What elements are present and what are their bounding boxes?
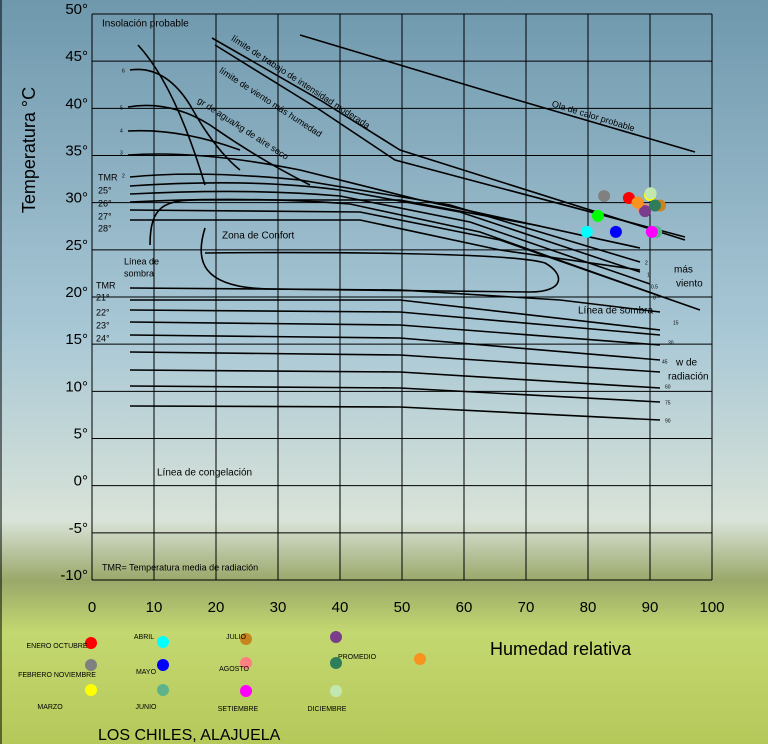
x-tick-label: 100 [699,599,724,616]
legend-label: MARZO [37,704,63,711]
x-tick-label: 90 [642,599,659,616]
annotation: Línea de congelación [157,468,252,479]
annotation: Línea de [124,256,159,266]
annotation: 26° [98,198,112,208]
y-tick-label: 40° [65,95,88,112]
annotation: 90 [665,418,671,424]
annotation: TMR [98,172,118,182]
legend-swatch [85,659,97,671]
x-tick-label: 50 [394,599,411,616]
y-tick-label: 35° [65,142,88,159]
legend-swatch [157,636,169,648]
annotation: 6 [122,68,125,74]
annotation: 30 [668,340,674,346]
subtitle: LOS CHILES, ALAJUELA [98,727,281,744]
legend-swatch [85,637,97,649]
y-tick-label: 25° [65,237,88,254]
annotation: 5 [120,105,123,111]
legend-label: PROMEDIO [338,654,377,661]
x-tick-label: 60 [456,599,473,616]
legend-swatch [414,653,426,665]
legend-swatch [157,659,169,671]
annotation: TMR= Temperatura media de radiación [102,562,258,572]
annotation: 4 [120,128,123,134]
annotation: w de [675,358,698,369]
legend-label: JUNIO [136,704,158,711]
annotation: 60 [665,384,671,390]
x-tick-label: 0 [88,599,96,616]
x-tick-label: 30 [270,599,287,616]
annotation: 75 [665,400,671,406]
annotation: 24° [96,333,110,343]
legend-swatch [330,631,342,643]
y-tick-label: 50° [65,1,88,18]
legend-label: AGOSTO [219,666,249,673]
x-tick-label: 70 [518,599,535,616]
annotation: 0 [653,295,656,301]
annotation: 2 [122,173,125,179]
x-tick-label: 10 [146,599,163,616]
annotation: radiación [668,372,709,383]
legend-swatch [240,657,252,669]
legend-label: DICIEMBRE [308,706,347,713]
x-axis-title: Humedad relativa [490,639,632,659]
y-tick-label: 0° [74,473,88,490]
legend-swatch [157,684,169,696]
data-point [645,225,658,238]
legend-label: ENERO OCTUBRE [26,643,87,650]
legend-swatch [240,633,252,645]
annotation: 23° [96,320,110,330]
y-tick-label: -5° [69,520,88,537]
y-tick-label: 15° [65,331,88,348]
y-tick-label: 30° [65,190,88,207]
data-point [648,199,661,212]
x-tick-label: 20 [208,599,225,616]
annotation: 25° [98,185,112,195]
legend-label: FEBRERO NOVIEMBRE [18,672,96,679]
annotation: 3 [120,150,123,156]
annotation: 0.5 [651,284,658,290]
annotation: 15 [673,320,679,326]
y-tick-label: 10° [65,378,88,395]
annotation: sombra [124,268,154,278]
annotation: 45 [662,359,668,365]
annotation: 22° [96,307,110,317]
data-point [591,209,604,222]
annotation: Línea de sombra [578,306,653,317]
comfort-curves [127,34,701,421]
data-point [609,225,622,238]
y-tick-label: 5° [74,425,88,442]
data-point [580,225,593,238]
data-point [631,196,644,209]
y-axis-title: Temperatura °C [19,87,39,213]
legend-label: ABRIL [134,634,154,641]
annotation: 21° [96,292,110,302]
annotation: 1 [647,272,650,278]
legend-swatch [330,685,342,697]
annotation: 28° [98,223,112,233]
annotation: Zona de Confort [222,231,294,242]
legend-swatch [240,685,252,697]
y-tick-label: -10° [60,567,88,584]
data-point [639,205,652,218]
legend-swatch [85,684,97,696]
data-point [598,190,611,203]
annotation: 2 [645,260,648,266]
annotation: más [674,265,693,276]
annotation: viento [676,279,703,290]
annotation: Insolación probable [102,19,189,30]
annotation: TMR [96,280,116,290]
annotation: 27° [98,211,112,221]
legend-label: MAYO [136,669,157,676]
y-tick-label: 20° [65,284,88,301]
data-point [644,187,657,200]
x-tick-label: 40 [332,599,349,616]
y-tick-label: 45° [65,48,88,65]
x-tick-label: 80 [580,599,597,616]
legend-label: JULIO [226,634,246,641]
legend-swatch [330,657,342,669]
legend-label: SETIEMBRE [218,706,259,713]
